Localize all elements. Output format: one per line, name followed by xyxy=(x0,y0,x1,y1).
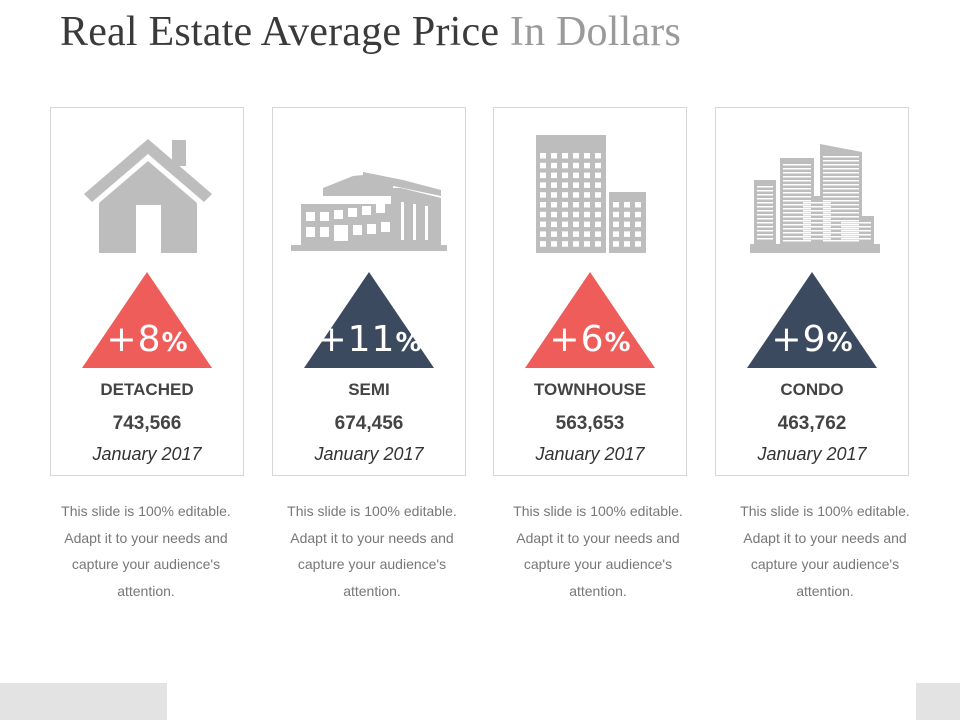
change-triangle xyxy=(82,272,212,368)
change-percent: +8% xyxy=(106,319,188,360)
average-price: 674,456 xyxy=(334,413,404,434)
triangle-shape xyxy=(747,272,877,368)
price-date: January 2017 xyxy=(92,444,202,464)
card-description-townhouse: This slide is 100% editable. Adapt it to… xyxy=(513,503,683,599)
change-triangle xyxy=(525,272,655,368)
average-price: 743,566 xyxy=(112,413,182,434)
average-price: 463,762 xyxy=(777,413,847,434)
townhouse-building-icon xyxy=(536,135,646,253)
footer-bar-right xyxy=(916,683,960,720)
price-card-townhouse: +6% TOWNHOUSE 563,653 January 2017 xyxy=(493,107,687,476)
house-icon xyxy=(84,139,212,253)
category-label: SEMI xyxy=(348,380,390,399)
condo-towers-icon xyxy=(750,144,880,253)
price-card-detached: +8% DETACHED 743,566 January 2017 xyxy=(50,107,244,476)
triangle-shape xyxy=(304,272,434,368)
price-card-semi: +11% SEMI 674,456 January 2017 xyxy=(272,107,466,476)
change-triangle xyxy=(304,272,434,368)
change-percent: +11% xyxy=(316,319,422,360)
page-title: Real Estate Average Price In Dollars xyxy=(60,8,681,56)
price-date: January 2017 xyxy=(314,444,424,464)
triangle-shape xyxy=(82,272,212,368)
footer-bar-left xyxy=(0,683,167,720)
price-date: January 2017 xyxy=(535,444,645,464)
average-price: 563,653 xyxy=(555,413,625,434)
change-percent: +6% xyxy=(549,319,631,360)
card-description-semi: This slide is 100% editable. Adapt it to… xyxy=(287,503,457,599)
triangle-shape xyxy=(525,272,655,368)
title-main: Real Estate Average Price xyxy=(60,9,500,55)
change-percent: +9% xyxy=(771,319,853,360)
card-description-condo: This slide is 100% editable. Adapt it to… xyxy=(740,503,910,599)
price-date: January 2017 xyxy=(757,444,867,464)
category-label: TOWNHOUSE xyxy=(533,380,647,399)
card-description-detached: This slide is 100% editable. Adapt it to… xyxy=(61,503,231,599)
price-card-condo: +9% CONDO 463,762 January 2017 xyxy=(715,107,909,476)
category-label: DETACHED xyxy=(100,380,194,399)
title-accent: In Dollars xyxy=(509,9,682,55)
change-triangle xyxy=(747,272,877,368)
low-rise-building-icon xyxy=(291,172,447,251)
category-label: CONDO xyxy=(780,380,844,399)
